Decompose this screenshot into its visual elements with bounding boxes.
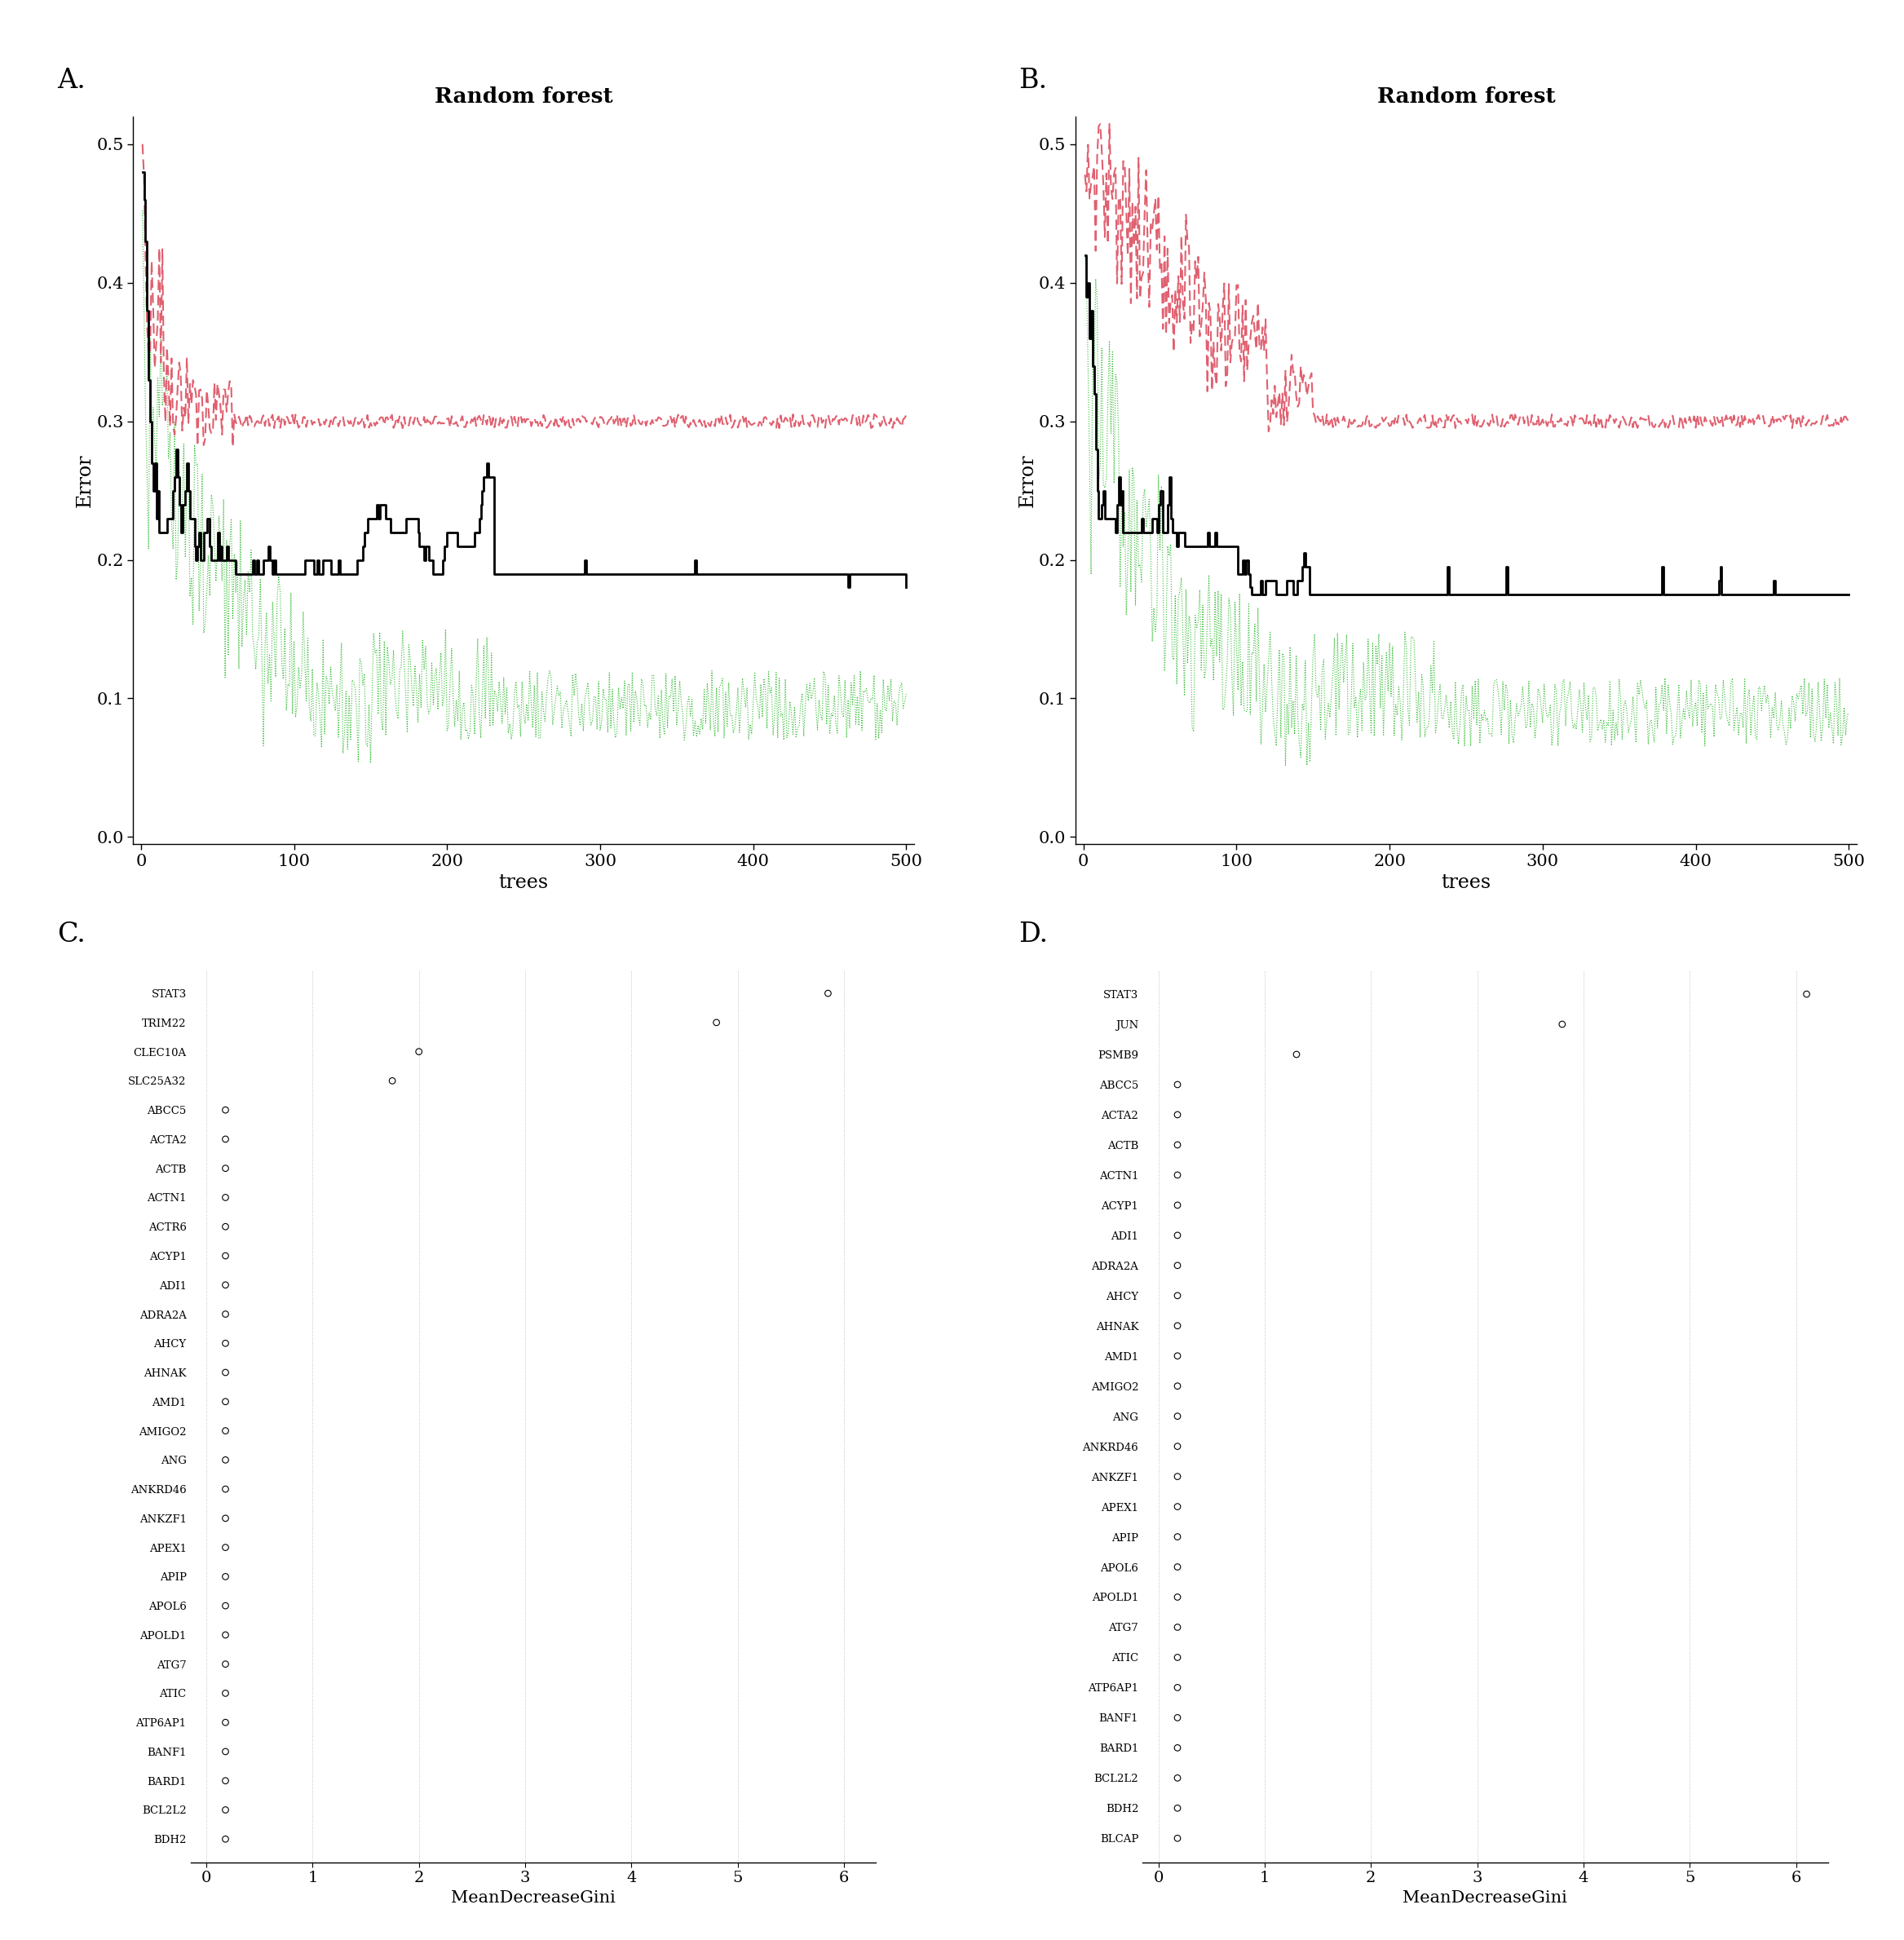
X-axis label: trees: trees — [1441, 873, 1491, 892]
Point — [1161, 1220, 1192, 1251]
Point — [1161, 1461, 1192, 1492]
Point — [1161, 1401, 1192, 1432]
Point — [1161, 1492, 1192, 1523]
Point — [813, 978, 843, 1009]
Point — [209, 1385, 240, 1416]
Point — [1161, 1581, 1192, 1612]
Point — [1161, 1552, 1192, 1583]
Point — [1161, 1641, 1192, 1672]
Point — [377, 1065, 407, 1096]
Point — [1161, 1762, 1192, 1793]
Point — [1161, 1341, 1192, 1372]
Point — [701, 1007, 731, 1038]
X-axis label: MeanDecreaseGini: MeanDecreaseGini — [451, 1890, 615, 1905]
Point — [1161, 1160, 1192, 1191]
Point — [209, 1181, 240, 1212]
Point — [1161, 1824, 1192, 1855]
Point — [1161, 1793, 1192, 1824]
Point — [209, 1211, 240, 1242]
Point — [404, 1036, 434, 1067]
X-axis label: trees: trees — [499, 873, 548, 892]
Point — [209, 1533, 240, 1564]
Point — [209, 1327, 240, 1358]
Point — [1161, 1280, 1192, 1311]
Point — [1161, 1310, 1192, 1341]
Title: Random forest: Random forest — [1377, 87, 1556, 107]
Point — [209, 1445, 240, 1476]
Y-axis label: Error: Error — [1019, 454, 1036, 506]
Point — [209, 1824, 240, 1855]
Point — [1792, 978, 1822, 1009]
Point — [1161, 1100, 1192, 1131]
Title: Random forest: Random forest — [434, 87, 613, 107]
Point — [209, 1504, 240, 1535]
Point — [209, 1123, 240, 1154]
Point — [209, 1152, 240, 1183]
Point — [1161, 1069, 1192, 1100]
Point — [209, 1765, 240, 1796]
X-axis label: MeanDecreaseGini: MeanDecreaseGini — [1403, 1890, 1567, 1905]
Point — [1161, 1612, 1192, 1643]
Point — [1161, 1370, 1192, 1401]
Point — [209, 1562, 240, 1593]
Point — [209, 1269, 240, 1300]
Point — [1161, 1521, 1192, 1552]
Point — [209, 1298, 240, 1329]
Point — [1161, 1129, 1192, 1160]
Point — [1161, 1432, 1192, 1463]
Point — [209, 1620, 240, 1651]
Y-axis label: Error: Error — [76, 454, 93, 506]
Point — [209, 1678, 240, 1709]
Point — [209, 1416, 240, 1447]
Point — [1161, 1189, 1192, 1220]
Point — [209, 1356, 240, 1387]
Point — [209, 1591, 240, 1622]
Point — [1161, 1249, 1192, 1280]
Text: D.: D. — [1019, 922, 1047, 947]
Point — [209, 1474, 240, 1505]
Point — [1546, 1009, 1577, 1040]
Point — [1281, 1040, 1312, 1071]
Text: A.: A. — [57, 68, 86, 93]
Point — [209, 1707, 240, 1738]
Point — [1161, 1732, 1192, 1763]
Point — [209, 1736, 240, 1767]
Point — [1161, 1701, 1192, 1732]
Point — [209, 1240, 240, 1271]
Point — [209, 1649, 240, 1680]
Text: B.: B. — [1019, 68, 1047, 93]
Text: C.: C. — [57, 922, 86, 947]
Point — [209, 1094, 240, 1125]
Point — [1161, 1672, 1192, 1703]
Point — [209, 1795, 240, 1826]
